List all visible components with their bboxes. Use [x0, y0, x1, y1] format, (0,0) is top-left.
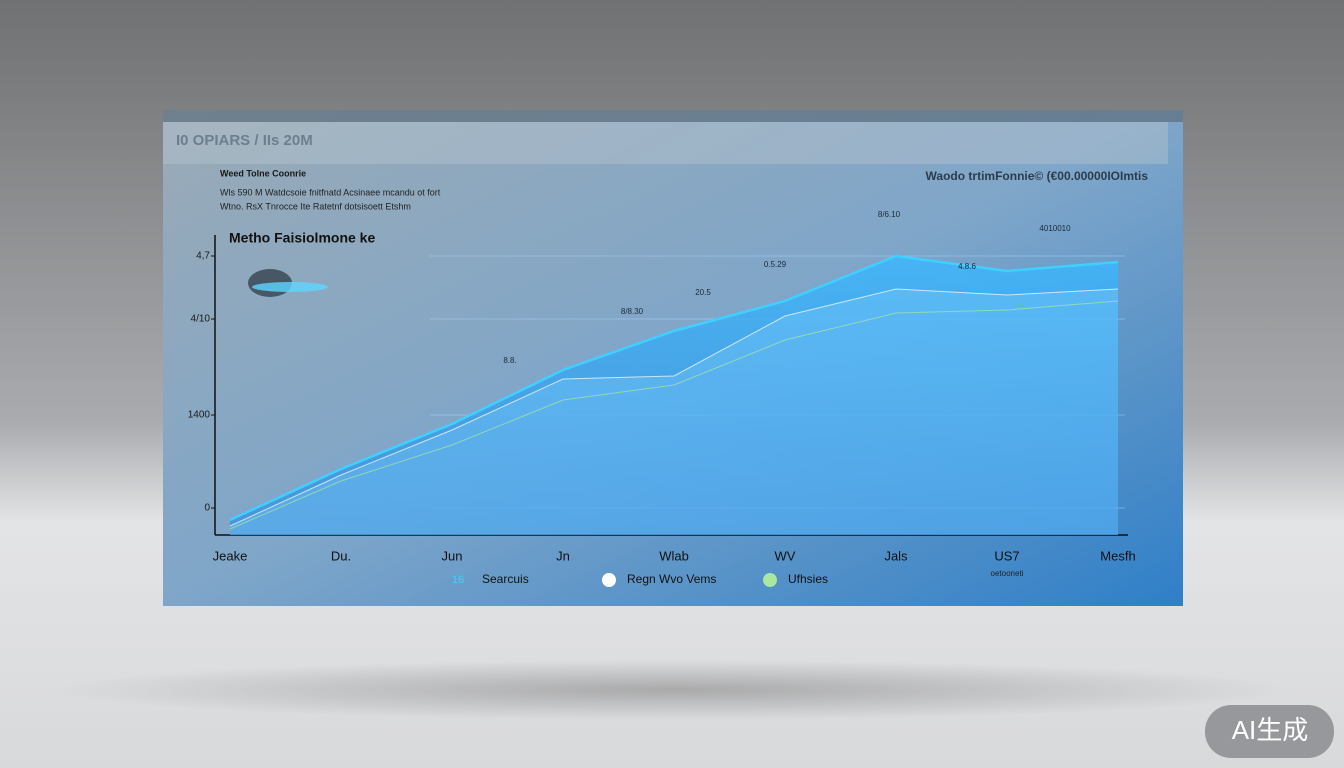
annotation: 4010010 [1039, 224, 1071, 233]
badge: AI生成 [1232, 715, 1309, 745]
x-tick-label: Jals [884, 548, 908, 563]
header-title: I0 OPIARS / IIs 20M [176, 132, 313, 149]
decor-glow [252, 282, 328, 292]
y-tick-label: 0 [204, 503, 210, 514]
y-tick-label: 1400 [188, 410, 211, 421]
x-tick-label: Jeake [213, 548, 248, 563]
subtitle: Weed Tolne Coonrie [220, 168, 306, 178]
panel-edge [163, 110, 1183, 122]
annotation: 0.5.29 [764, 260, 787, 269]
badge-bg [1205, 705, 1334, 758]
corner-note: Waodo trtimFonnie© (€00.00000IOImtis [926, 169, 1149, 183]
y-tick-label: 4,7 [196, 251, 210, 262]
legend-swatch [602, 573, 616, 587]
annotation: 8/8.30 [621, 307, 644, 316]
x-tick-label: WV [775, 548, 796, 563]
chart-title: Metho Faisiolmone ke [229, 230, 375, 246]
legend-marker: 16 [452, 574, 464, 586]
legend-label: Ufhsies [788, 572, 828, 586]
line [229, 300, 1119, 530]
x-tick-label: Wlab [659, 548, 689, 563]
axis-note: oetooneti [991, 569, 1024, 578]
legend-swatch [763, 573, 777, 587]
legend-label: Searcuis [482, 572, 529, 586]
line [229, 254, 1119, 522]
x-tick-label: US7 [994, 548, 1019, 563]
area [230, 289, 1118, 535]
note: Wtno. RsX Tnrocce Ite Ratetnf dotsisoett… [220, 201, 411, 211]
y-tick-label: 4/10 [191, 314, 211, 325]
x-tick-label: Du. [331, 548, 351, 563]
annotation: 8/6.10 [878, 210, 901, 219]
annotation: 4.8.6 [958, 262, 976, 271]
x-tick-label: Mesfh [1100, 548, 1135, 563]
note: Wls 590 M Watdcsoie fnitfnatd Acsinaee m… [220, 187, 441, 197]
header-bar [163, 122, 1168, 164]
line [229, 288, 1119, 527]
plot: 0 1400 4/10 4,7 Jeake Du. Jun Jn Wlab WV Jals US7 Me… [188, 210, 1136, 587]
annotation: 8.8. [503, 356, 516, 365]
annotation: 20.5 [695, 288, 711, 297]
area [230, 256, 1118, 535]
x-tick-label: Jun [442, 548, 463, 563]
panel-shadow [52, 660, 1292, 720]
legend-label: Regn Wvo Vems [627, 572, 716, 586]
x-tick-label: Jn [556, 548, 570, 563]
